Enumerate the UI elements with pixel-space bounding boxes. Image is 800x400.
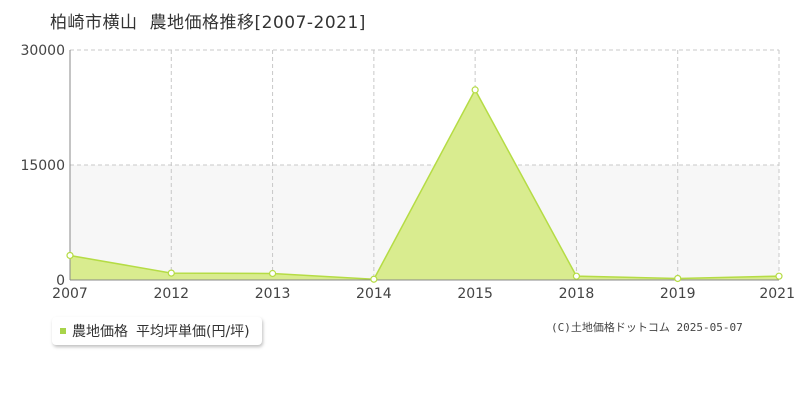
x-tick-label: 2018 [559, 286, 595, 302]
x-tick-label: 2015 [457, 286, 493, 302]
x-tick-label: 2013 [255, 286, 291, 302]
data-point [66, 251, 74, 260]
legend-series-name: 農地価格 [72, 324, 128, 340]
copyright-text: (C)土地価格ドットコム 2025-05-07 [551, 321, 743, 334]
y-tick-label: 15000 [20, 158, 65, 174]
legend: 農地価格 平均坪単価(円/坪) [52, 317, 262, 345]
data-point [674, 274, 682, 283]
x-tick-label: 2007 [52, 286, 88, 302]
title-text: 農地価格推移[2007-2021] [149, 13, 366, 33]
data-point [775, 272, 783, 280]
y-tick-label: 30000 [20, 43, 65, 59]
legend-swatch [60, 328, 66, 334]
legend-unit-label: 平均坪単価(円/坪) [136, 324, 250, 340]
series-line [69, 88, 780, 281]
data-point [471, 86, 479, 94]
data-point [572, 272, 581, 280]
chart-title: 柏崎市横山 農地価格推移[2007-2021] [50, 8, 378, 33]
x-tick-label: 2019 [660, 286, 696, 302]
x-tick-label: 2012 [153, 286, 189, 302]
data-point [268, 269, 277, 278]
data-point [370, 275, 378, 283]
x-tick-label: 2014 [356, 286, 392, 302]
location-name: 柏崎市横山 [50, 13, 138, 33]
y-tick-label: 0 [56, 273, 65, 289]
data-point [167, 269, 175, 277]
x-tick-label: 2021 [759, 286, 795, 302]
